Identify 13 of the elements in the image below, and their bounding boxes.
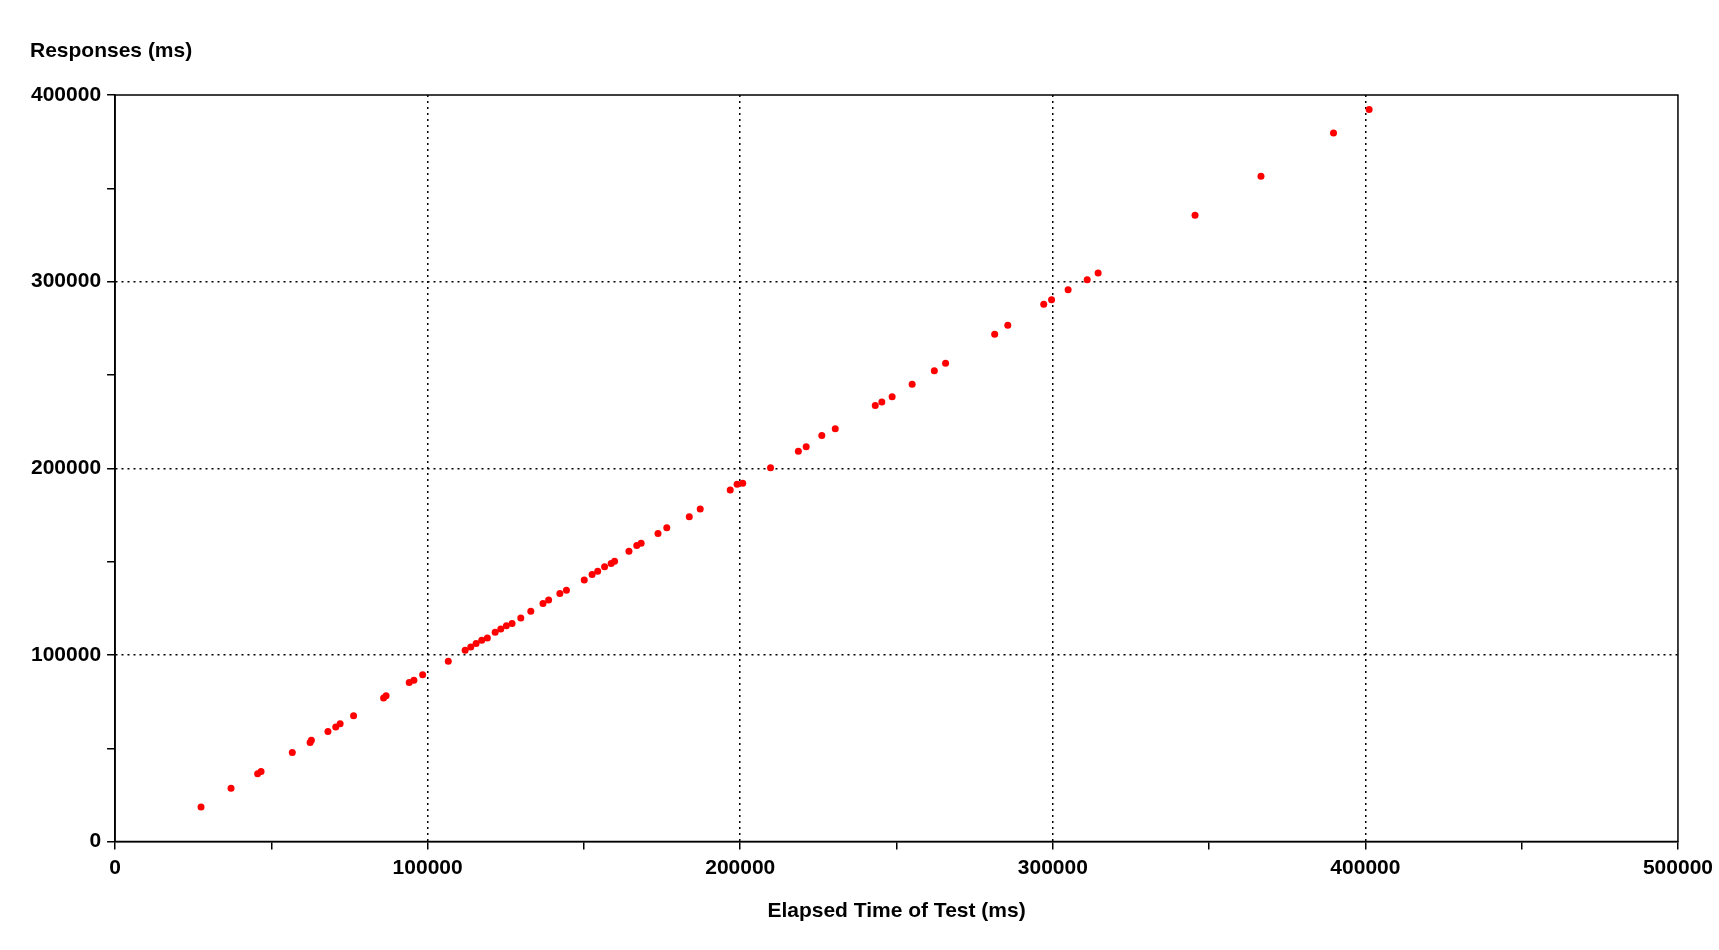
y-tick-label: 400000 bbox=[31, 81, 102, 105]
y-tick-label: 100000 bbox=[31, 641, 102, 665]
x-tick-label: 100000 bbox=[392, 855, 463, 878]
y-axis-title: Responses (ms) bbox=[30, 38, 193, 62]
y-tick-label: 0 bbox=[89, 828, 102, 852]
x-tick-label: 300000 bbox=[1017, 855, 1088, 878]
x-tick-label: 0 bbox=[109, 855, 121, 878]
y-tick-label: 300000 bbox=[31, 268, 102, 292]
x-tick-label: 500000 bbox=[1642, 855, 1713, 878]
y-tick-label: 200000 bbox=[31, 455, 102, 479]
x-tick-label: 200000 bbox=[705, 855, 776, 878]
x-tick-label: 400000 bbox=[1330, 855, 1401, 878]
x-axis-title: Elapsed Time of Test (ms) bbox=[767, 898, 1026, 922]
